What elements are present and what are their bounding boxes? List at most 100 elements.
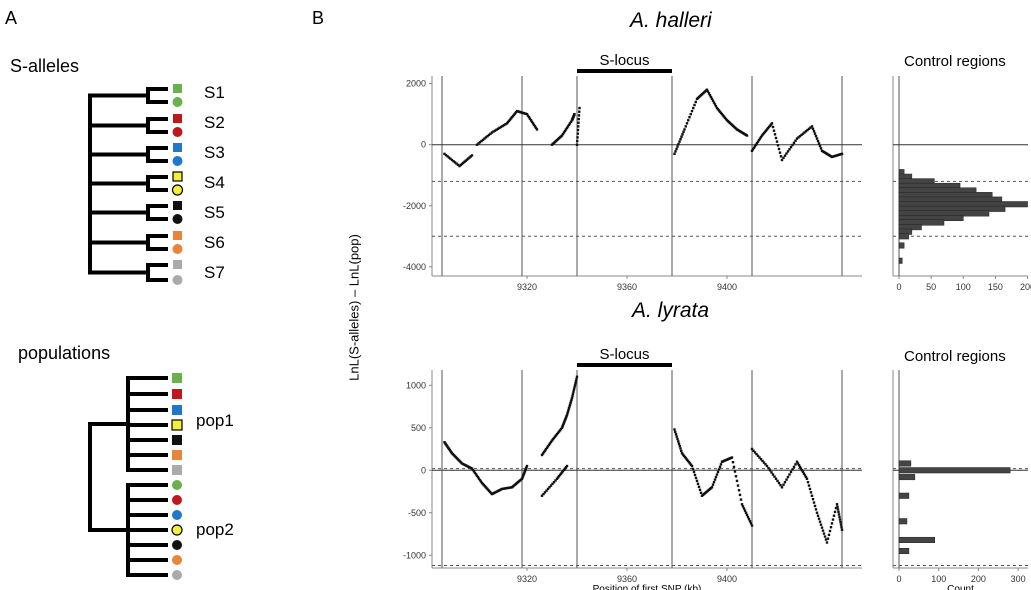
snp-point	[788, 148, 791, 151]
snp-point	[504, 123, 507, 126]
snp-point	[711, 99, 715, 102]
snp-point	[802, 472, 806, 475]
snp-point	[691, 467, 695, 471]
snp-point	[556, 431, 560, 435]
allele-square-marker	[173, 201, 182, 210]
snp-point	[465, 158, 469, 161]
populations-title: populations	[18, 343, 111, 363]
population-square-marker	[171, 419, 183, 431]
snp-point	[714, 475, 718, 479]
snp-point	[468, 156, 471, 159]
snp-point	[821, 529, 825, 532]
snp-point	[693, 103, 696, 107]
snp-point	[742, 507, 746, 510]
snp-point	[573, 386, 576, 389]
snp-point	[745, 513, 749, 517]
snp-point	[744, 511, 748, 514]
snp-point	[467, 157, 470, 160]
snp-point	[506, 120, 510, 124]
snp-point	[807, 484, 811, 487]
snp-point	[678, 444, 681, 448]
snp-point	[805, 477, 809, 480]
snp-point	[489, 132, 492, 135]
snp-point	[773, 133, 777, 136]
snp-point	[564, 416, 568, 419]
snp-point	[530, 120, 534, 124]
snp-point	[740, 503, 744, 506]
snp-point	[569, 400, 573, 403]
snp-point	[803, 131, 806, 134]
snp-point	[477, 477, 481, 480]
population-square-marker	[172, 389, 182, 399]
snp-point	[750, 149, 754, 153]
snp-point	[771, 473, 775, 476]
snp-point	[574, 379, 578, 383]
snp-point	[564, 466, 568, 469]
snp-point	[508, 118, 512, 121]
snp-point	[734, 475, 738, 478]
population-square-marker	[172, 435, 182, 445]
snp-point	[561, 425, 564, 428]
snp-point	[774, 477, 778, 480]
snp-point	[577, 117, 580, 121]
snp-point	[796, 462, 800, 465]
x-tick-label: 200	[1020, 282, 1031, 292]
snp-point	[683, 455, 687, 459]
snp-point	[743, 509, 747, 512]
snp-point	[768, 469, 772, 472]
snp-point	[757, 138, 761, 142]
snp-point	[567, 407, 571, 410]
snp-point	[561, 132, 565, 136]
snp-point	[799, 467, 803, 470]
snp-point	[514, 111, 518, 114]
snp-point	[759, 458, 763, 461]
snp-point	[567, 408, 570, 412]
x-tick-label: 9320	[517, 282, 537, 292]
snp-point	[779, 155, 783, 158]
snp-point	[764, 129, 768, 132]
snp-point	[505, 122, 509, 125]
snp-point	[460, 162, 464, 166]
snp-point	[745, 134, 749, 137]
population-circle-marker	[172, 555, 182, 565]
snp-point	[705, 88, 709, 91]
x-tick-label: 150	[988, 282, 1003, 292]
snp-point	[483, 137, 486, 140]
histogram-bar	[898, 460, 912, 467]
snp-point	[554, 434, 558, 437]
x-tick-label: 100	[956, 282, 971, 292]
snp-point	[763, 130, 767, 134]
snp-point	[573, 384, 577, 387]
snp-point	[685, 122, 689, 125]
snp-point	[779, 483, 782, 487]
snp-point	[572, 390, 575, 393]
snp-point	[770, 471, 773, 474]
snp-point	[568, 403, 572, 407]
snp-point	[804, 475, 808, 479]
snp-point	[565, 464, 569, 468]
snp-point	[566, 412, 569, 415]
snp-point	[573, 112, 576, 116]
snp-point	[688, 462, 692, 465]
snp-point	[570, 398, 573, 401]
snp-point	[798, 134, 802, 138]
snp-point	[755, 452, 758, 456]
snp-point	[676, 145, 679, 148]
snp-point	[545, 446, 549, 449]
snp-point	[510, 116, 514, 119]
snp-point	[470, 467, 474, 470]
histogram-bar	[898, 242, 905, 249]
snp-point	[681, 133, 684, 136]
snp-point	[543, 449, 547, 452]
snp-point	[560, 426, 564, 429]
snp-point	[840, 526, 843, 529]
snp-point	[785, 478, 788, 481]
snp-point	[712, 480, 716, 484]
snp-point	[564, 128, 568, 131]
snp-point	[809, 126, 812, 129]
snp-point	[557, 475, 561, 478]
snp-point	[774, 136, 778, 140]
snp-point	[797, 136, 800, 139]
snp-point	[677, 142, 680, 146]
snp-point	[780, 158, 784, 162]
